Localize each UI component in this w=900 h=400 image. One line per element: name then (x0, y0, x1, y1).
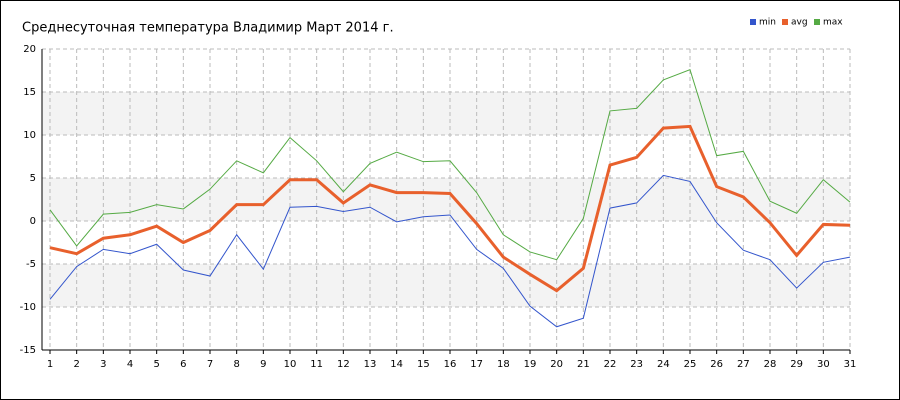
band (42, 178, 850, 221)
x-tick-label: 6 (180, 359, 186, 370)
x-tick-label: 18 (497, 359, 510, 370)
x-tick-label: 27 (737, 359, 750, 370)
line-series (49, 124, 851, 293)
x-tick-label: 23 (630, 359, 643, 370)
band (42, 264, 850, 307)
x-tick-label: 28 (764, 359, 777, 370)
x-tick-label: 8 (233, 359, 239, 370)
line-series (49, 68, 851, 261)
x-tick-label: 24 (657, 359, 670, 370)
x-tick-label: 5 (153, 359, 159, 370)
x-tick-label: 12 (337, 359, 350, 370)
x-tick-label: 31 (844, 359, 857, 370)
legend-swatch (814, 19, 820, 25)
x-tick-label: 21 (577, 359, 590, 370)
x-tick-label: 20 (550, 359, 563, 370)
x-tick-label: 15 (417, 359, 430, 370)
y-tick-label: 15 (23, 87, 36, 98)
legend-label: min (759, 18, 776, 28)
y-tick-label: 5 (30, 173, 36, 184)
x-tick-label: 7 (207, 359, 213, 370)
line-series (49, 174, 851, 328)
legend-label: avg (791, 18, 808, 28)
y-tick-label: -10 (20, 302, 36, 313)
x-tick-label: 17 (470, 359, 483, 370)
x-tick-label: 25 (684, 359, 697, 370)
x-tick-label: 11 (310, 359, 323, 370)
x-tick-label: 26 (710, 359, 723, 370)
y-tick-label: -5 (26, 259, 36, 270)
legend-label: max (823, 18, 843, 28)
x-tick-label: 4 (127, 359, 133, 370)
y-tick-label: 10 (23, 130, 36, 141)
x-tick-label: 22 (604, 359, 617, 370)
x-tick-label: 10 (284, 359, 297, 370)
x-tick-label: 2 (73, 359, 79, 370)
x-tick-label: 16 (444, 359, 457, 370)
x-tick-label: 3 (100, 359, 106, 370)
band (42, 92, 850, 135)
x-tick-label: 14 (390, 359, 403, 370)
x-tick-label: 30 (817, 359, 830, 370)
legend-swatch (782, 19, 788, 25)
y-tick-label: -15 (20, 345, 36, 356)
y-tick-label: 0 (30, 216, 36, 227)
x-tick-label: 9 (260, 359, 266, 370)
y-tick-label: 20 (23, 44, 36, 55)
chart-title: Среднесуточная температура Владимир Март… (22, 21, 394, 36)
x-tick-label: 1 (47, 359, 53, 370)
x-tick-label: 13 (364, 359, 377, 370)
x-tick-label: 29 (790, 359, 803, 370)
x-tick-label: 19 (524, 359, 537, 370)
legend-swatch (750, 19, 756, 25)
